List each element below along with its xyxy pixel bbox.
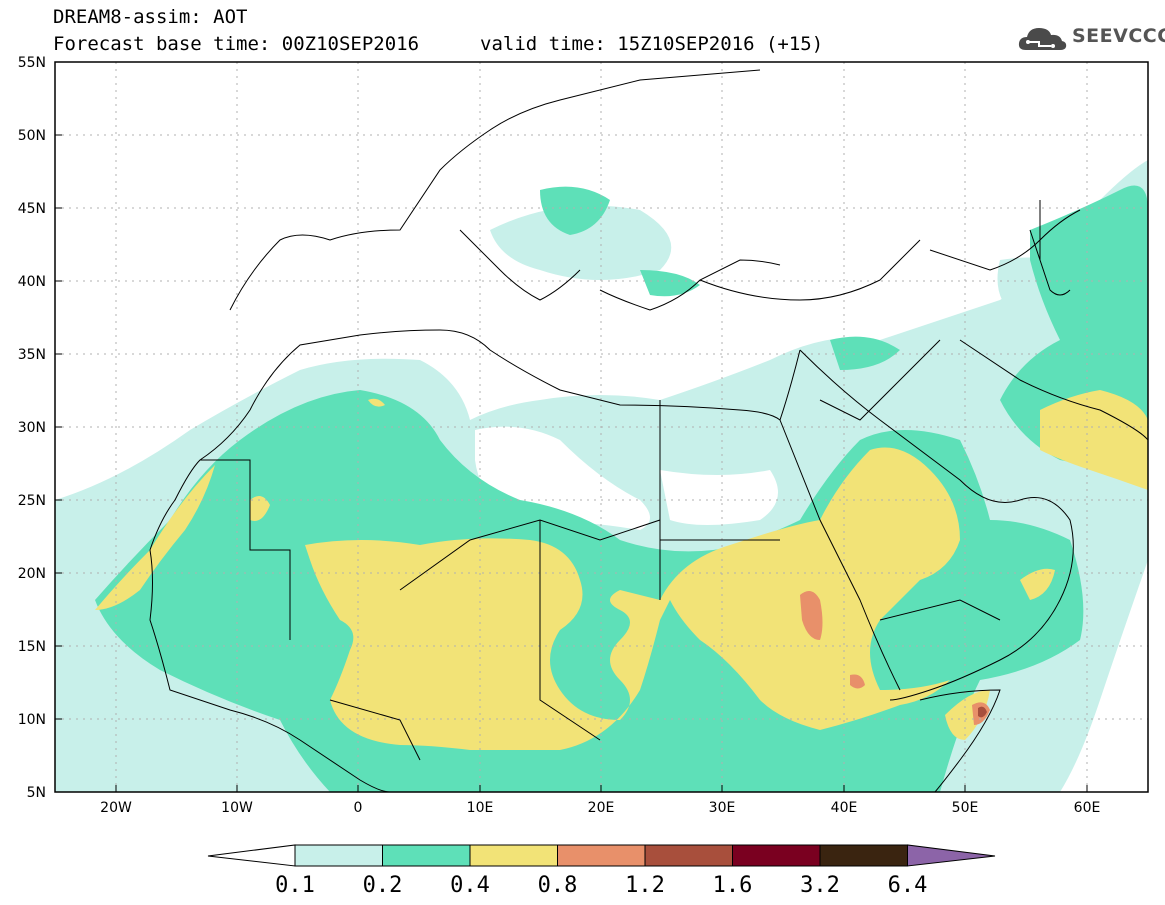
lon-label: 30E [709,800,736,816]
colorbar-label: 0.8 [538,873,578,898]
lat-label: 45N [18,201,46,217]
lon-label: 0 [354,800,363,816]
lon-label: 20E [588,800,615,816]
colorbar-swatch [469,844,558,867]
lat-label: 25N [18,493,46,509]
lat-label: 35N [18,347,46,363]
colorbar-swatch [644,844,733,867]
logo-text: SEEVCCC [1072,25,1165,47]
map-title: DREAM8-assim: AOT [53,6,248,28]
colorbar-label: 3.2 [800,873,840,898]
colorbar-label: 1.2 [625,873,665,898]
colorbar-lower-arrow [207,844,296,867]
coastlines [149,69,1148,792]
lon-label: 10E [467,800,494,816]
colorbar-label: 0.2 [363,873,403,898]
seevccc-logo: SEEVCCC [1016,22,1165,56]
colorbar [207,844,996,867]
lat-axis [55,61,62,793]
colorbar-label: 0.1 [275,873,315,898]
colorbar-swatch [557,844,646,867]
lat-label: 55N [18,55,46,71]
aot-level-1.2 [978,706,987,718]
colorbar-label: 0.4 [450,873,490,898]
lon-label: 20W [100,800,132,816]
colorbar-swatch [819,844,908,867]
cloud-icon [1018,28,1067,50]
valid-time: valid time: 15Z10SEP2016 (+15) [480,33,824,55]
lon-label: 10W [221,800,253,816]
lat-label: 40N [18,274,46,290]
lon-label: 60E [1074,800,1101,816]
colorbar-label: 6.4 [888,873,928,898]
lon-axis [115,785,1088,792]
colorbar-swatch [294,844,383,867]
lon-label: 40E [831,800,858,816]
colorbar-upper-arrow [907,844,996,867]
graticule [55,62,1148,792]
colorbar-label: 1.6 [713,873,753,898]
lat-label: 20N [18,566,46,582]
colorbar-swatch [732,844,821,867]
lon-label: 50E [952,800,979,816]
lat-label: 5N [27,785,46,801]
lat-label: 15N [18,639,46,655]
lat-label: 10N [18,712,46,728]
lat-label: 50N [18,128,46,144]
lat-label: 30N [18,420,46,436]
aot-level-0.4 [95,390,1148,750]
forecast-base-time: Forecast base time: 00Z10SEP2016 [53,33,420,55]
colorbar-swatch [382,844,471,867]
